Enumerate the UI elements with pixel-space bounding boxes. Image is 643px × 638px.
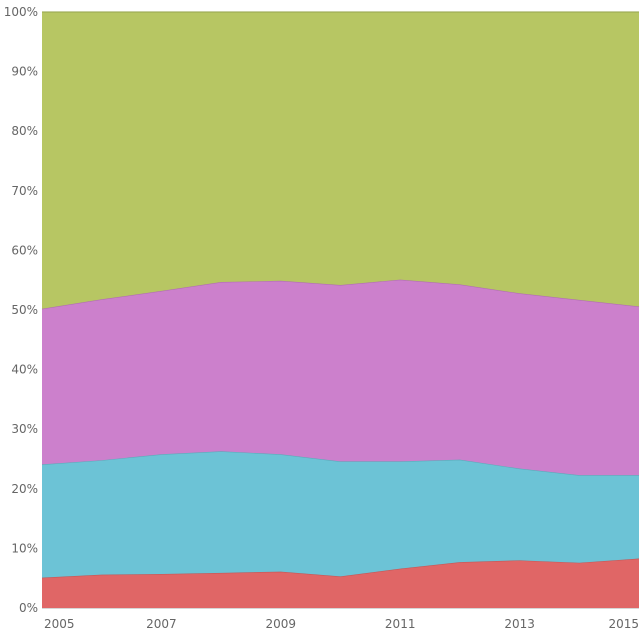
y-tick-label: 30%: [11, 422, 38, 436]
area-series: [41, 11, 640, 608]
area-series-3: [42, 279, 639, 476]
y-tick-label: 40%: [11, 363, 38, 377]
y-tick-label: 100%: [4, 5, 38, 19]
x-tick-label: 2015: [608, 617, 639, 631]
area-series-1: [42, 558, 639, 608]
y-tick-label: 20%: [11, 482, 38, 496]
y-tick-label: 80%: [11, 124, 38, 138]
y-tick-label: 70%: [11, 184, 38, 198]
area-series-4: [42, 12, 639, 309]
x-tick-label: 2005: [44, 617, 75, 631]
x-tick-label: 2007: [146, 617, 177, 631]
x-tick-label: 2013: [504, 617, 535, 631]
y-tick-label: 60%: [11, 243, 38, 257]
x-tick-label: 2011: [385, 617, 416, 631]
y-tick-label: 50%: [11, 303, 38, 317]
y-tick-label: 0%: [19, 601, 38, 615]
y-tick-label: 10%: [11, 541, 38, 555]
y-tick-label: 90%: [11, 65, 38, 79]
x-tick-label: 2009: [266, 617, 297, 631]
area-series-2: [42, 451, 639, 578]
axes: 0% 10% 20% 30% 40% 50% 60% 70% 80% 90% 100% 2005 200…: [4, 5, 639, 631]
